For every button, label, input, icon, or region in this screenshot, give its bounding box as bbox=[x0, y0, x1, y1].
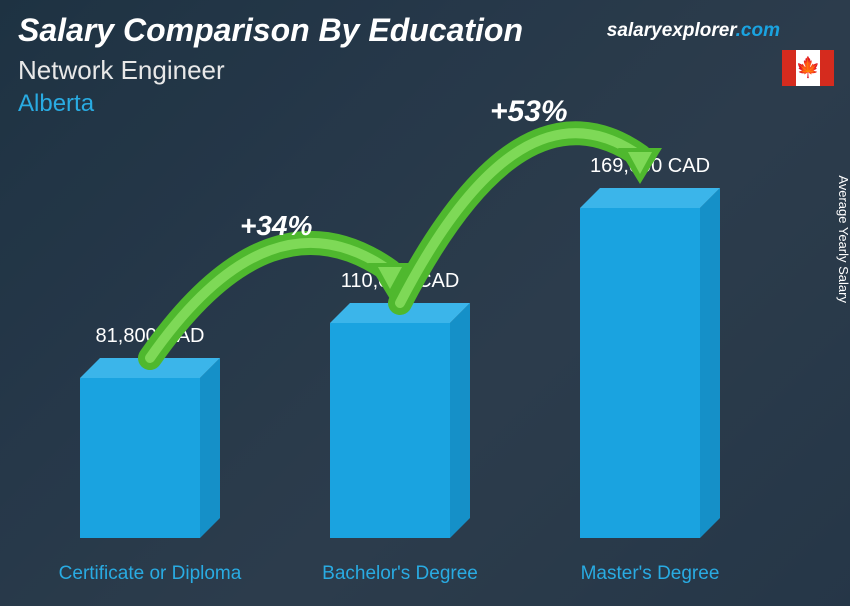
bar-value-label: 81,800 CAD bbox=[50, 325, 250, 348]
y-axis-label: Average Yearly Salary bbox=[837, 175, 850, 303]
country-flag-icon: 🍁 bbox=[782, 50, 834, 86]
bar-front bbox=[580, 208, 700, 538]
bar-group: 81,800 CADCertificate or Diploma bbox=[70, 318, 230, 538]
bar-category-label: Master's Degree bbox=[550, 563, 750, 586]
flag-stripe-left bbox=[782, 50, 796, 86]
bar-value-label: 169,000 CAD bbox=[550, 155, 750, 178]
bar-top bbox=[330, 303, 470, 323]
page-subtitle: Network Engineer bbox=[18, 55, 523, 86]
increase-percent-label: +53% bbox=[490, 95, 568, 129]
bar-front bbox=[80, 378, 200, 538]
bar-category-label: Certificate or Diploma bbox=[50, 563, 250, 586]
bar-group: 169,000 CADMaster's Degree bbox=[570, 148, 730, 538]
increase-percent-label: +34% bbox=[240, 210, 312, 242]
flag-center: 🍁 bbox=[796, 50, 821, 86]
header: Salary Comparison By Education Network E… bbox=[18, 12, 523, 118]
bar-category-label: Bachelor's Degree bbox=[300, 563, 500, 586]
maple-leaf-icon: 🍁 bbox=[796, 58, 821, 78]
flag-stripe-right bbox=[820, 50, 834, 86]
bar-side bbox=[700, 188, 720, 538]
bar-value-label: 110,000 CAD bbox=[300, 270, 500, 293]
brand-logo: salaryexplorer.com bbox=[607, 20, 780, 42]
bar-group: 110,000 CADBachelor's Degree bbox=[320, 263, 480, 538]
bar-side bbox=[450, 303, 470, 538]
page-title: Salary Comparison By Education bbox=[18, 12, 523, 49]
brand-name: salaryexplorer bbox=[607, 20, 736, 41]
bar-top bbox=[580, 188, 720, 208]
bar-top bbox=[80, 358, 220, 378]
bar-chart: 81,800 CADCertificate or Diploma 110,000 … bbox=[70, 108, 790, 588]
bar-front bbox=[330, 323, 450, 538]
bar-side bbox=[200, 358, 220, 538]
brand-tld: .com bbox=[736, 20, 780, 41]
